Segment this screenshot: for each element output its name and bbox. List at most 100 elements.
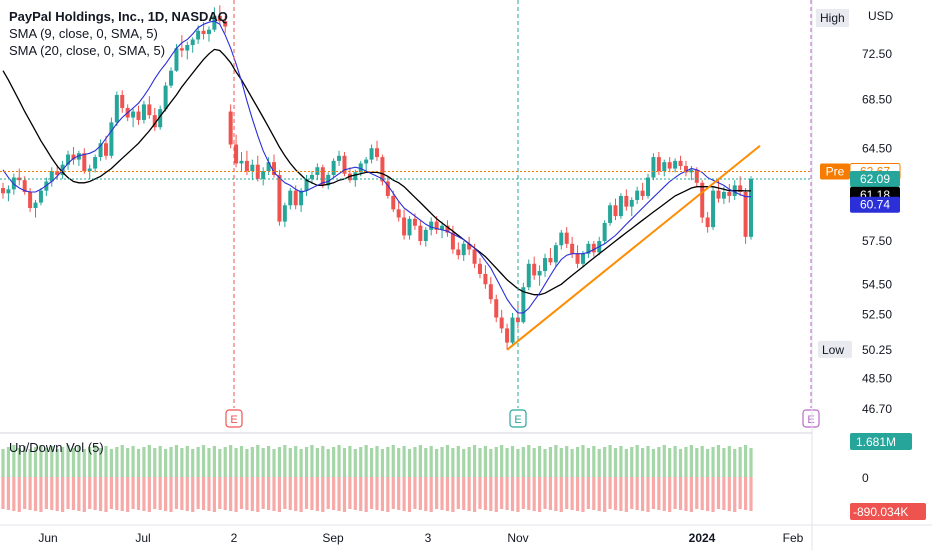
volume-up-bar — [613, 448, 618, 477]
volume-up-bar — [185, 446, 189, 477]
legend-title: PayPal Holdings, Inc., 1D, NASDAQ — [9, 9, 228, 24]
candle-body — [418, 225, 423, 242]
candle — [543, 253, 548, 277]
x-tick-label: Jun — [38, 531, 57, 545]
candle-body — [434, 221, 439, 230]
candle-body — [179, 48, 184, 51]
volume-down-bar — [695, 477, 699, 509]
volume-up-bar — [451, 448, 455, 477]
volume-down-bar — [126, 477, 130, 512]
candle — [141, 100, 146, 124]
volume-up-bar — [39, 445, 43, 477]
volume-down-bar — [608, 477, 612, 509]
candle — [624, 189, 629, 211]
volume-down-bar — [630, 477, 634, 509]
sma9-badge-box — [850, 196, 900, 213]
candle — [185, 41, 190, 60]
candle-body — [385, 181, 390, 196]
volume-up-bar — [689, 445, 693, 477]
candle — [76, 150, 81, 166]
volume-up-bar — [646, 446, 650, 477]
volume-up-bar — [1, 449, 5, 477]
volume-down-bar — [229, 477, 233, 511]
candle-body — [705, 217, 710, 228]
volume-up-bar — [245, 449, 249, 477]
candle-body — [98, 143, 103, 158]
candle — [114, 91, 119, 127]
volume-up-bar — [71, 448, 76, 477]
candle-body — [738, 185, 743, 192]
volume-down-bar — [554, 477, 558, 511]
candle-body — [526, 263, 531, 288]
candle-body — [667, 162, 672, 169]
volume-down-bar — [543, 477, 547, 509]
volume-down-bar — [749, 477, 753, 511]
candle-body — [326, 174, 331, 186]
candle — [608, 202, 613, 226]
candle — [575, 245, 580, 269]
candle-body — [71, 154, 76, 160]
volume-down-bar — [115, 477, 119, 510]
sma9-badge-text: 60.74 — [860, 198, 890, 212]
volume-down-bar — [88, 477, 92, 509]
candle-body — [396, 209, 401, 218]
volume-up-bar — [413, 447, 417, 477]
candle-body — [33, 202, 38, 208]
earnings-marker-label: E — [514, 414, 521, 426]
candle-body — [651, 157, 656, 178]
candle-body — [250, 164, 255, 172]
candle — [320, 164, 325, 189]
volume-down-bar — [467, 477, 471, 511]
volume-down-bar — [559, 477, 563, 512]
volume-down-bar — [261, 477, 265, 509]
volume-down-bar — [61, 477, 65, 512]
volume-up-bar — [429, 446, 433, 477]
volume-up-bar — [342, 448, 347, 477]
candle — [559, 229, 564, 250]
candle — [347, 167, 352, 183]
volume-down-bar — [369, 477, 374, 509]
candle-body — [407, 218, 412, 236]
volume-up-bar — [261, 448, 265, 477]
candle-body — [120, 94, 125, 108]
volume-up-bar — [272, 449, 276, 477]
candle-body — [272, 162, 277, 175]
volume-up-bar — [348, 446, 352, 477]
vol-down-badge: -890.034K — [850, 503, 926, 520]
currency-label[interactable]: USD — [868, 9, 894, 23]
candle-body — [17, 177, 22, 181]
volume-up-bar — [456, 446, 460, 477]
low-badge: Low 50.25 — [818, 340, 892, 358]
volume-down-bar — [743, 477, 748, 510]
earnings-marker-box — [509, 409, 527, 428]
candle-body — [618, 195, 623, 217]
volume-down-bar — [196, 477, 200, 509]
volume-down-bar — [28, 477, 32, 510]
volume-down-bar — [283, 477, 287, 509]
candle — [564, 227, 569, 249]
volume-up-bar — [678, 449, 683, 477]
candle-body — [375, 148, 379, 158]
volume-down-bar — [575, 477, 580, 511]
volume-down-bar — [164, 477, 168, 511]
volume-up-bar — [66, 445, 70, 477]
volume-up-bar — [386, 447, 390, 477]
candle — [646, 173, 651, 199]
volume-down-bar — [386, 477, 390, 512]
candle-body — [293, 190, 298, 206]
volume-down-bar — [239, 477, 244, 509]
volume-up-bar — [142, 447, 146, 477]
volume-up-bar — [266, 446, 271, 477]
candle-body — [239, 160, 244, 164]
candle — [629, 197, 634, 217]
volume-down-bar — [640, 477, 645, 511]
last-price-badge: 62.09 — [850, 170, 900, 187]
candle — [93, 154, 98, 173]
vol-up-badge-text: 1.681M — [856, 435, 896, 449]
volume-up-bar — [109, 449, 114, 477]
volume-down-bar — [104, 477, 108, 512]
volume-up-bar — [727, 446, 731, 477]
volume-up-bar — [722, 448, 726, 477]
